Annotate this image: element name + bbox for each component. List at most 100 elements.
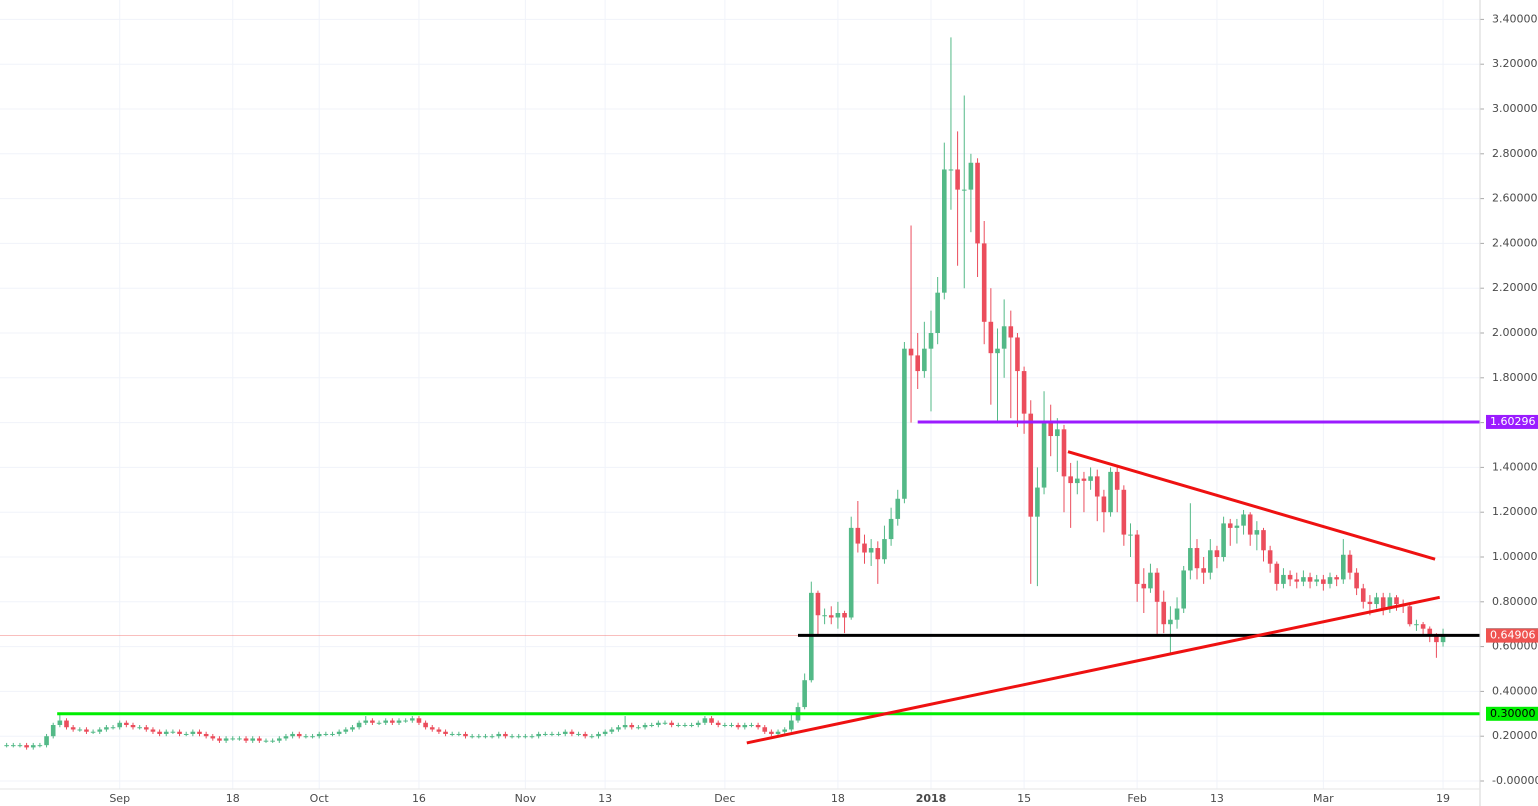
- candle-body: [935, 292, 940, 334]
- candle-body: [1274, 563, 1280, 584]
- candle-body: [223, 738, 229, 741]
- candle-body: [403, 720, 408, 722]
- candle-body: [323, 733, 329, 735]
- candle-body: [363, 720, 369, 723]
- candle-body: [370, 720, 375, 723]
- candle-body: [642, 725, 648, 728]
- candle-body: [4, 745, 9, 747]
- candle-body: [622, 725, 628, 728]
- y-tick-label: 2.40000: [1492, 236, 1538, 249]
- candle-body: [104, 727, 109, 730]
- candle-body: [729, 725, 734, 727]
- candle-body: [1021, 371, 1027, 414]
- x-tick-label: Sep: [109, 792, 130, 805]
- candle-body: [702, 718, 708, 723]
- candle-body: [1367, 601, 1373, 605]
- candle-body: [476, 736, 482, 738]
- candle-body: [303, 736, 309, 738]
- candle-body: [882, 539, 887, 560]
- candle-body: [596, 733, 601, 737]
- candle-body: [1134, 534, 1140, 584]
- candle-body: [569, 731, 575, 734]
- candle-body: [110, 727, 116, 729]
- candle-body: [1307, 577, 1313, 582]
- candle-body: [144, 727, 149, 730]
- candle-body: [1287, 574, 1293, 580]
- candle-body: [523, 736, 528, 738]
- candle-body: [1427, 628, 1433, 636]
- candle-body: [616, 727, 621, 730]
- candle-body: [310, 736, 315, 738]
- price-tag: [1486, 628, 1538, 643]
- candle-body: [316, 733, 322, 737]
- candle-body: [37, 745, 43, 747]
- candle-body: [489, 736, 495, 738]
- candle-body: [64, 720, 69, 728]
- candle-body: [1041, 422, 1047, 488]
- candle-body: [602, 731, 608, 734]
- candle-body: [1241, 514, 1246, 526]
- trend-line: [746, 595, 1441, 745]
- candle-body: [1075, 478, 1080, 484]
- candle-body: [11, 745, 16, 747]
- candle-body: [1321, 579, 1326, 584]
- plot-area: [0, 0, 1480, 789]
- candle-body: [576, 733, 581, 735]
- candle-body: [330, 733, 335, 735]
- candle-body: [296, 733, 302, 737]
- y-tick-label: 3.00000: [1492, 102, 1538, 115]
- candle-body: [416, 718, 422, 723]
- candle-body: [50, 725, 56, 737]
- candle-body: [376, 722, 382, 724]
- candle-body: [183, 733, 189, 735]
- candle-body: [948, 169, 954, 171]
- candle-body: [1301, 577, 1306, 582]
- y-tick-label: 1.20000: [1492, 505, 1538, 518]
- candle-body: [157, 731, 162, 734]
- candle-body: [1201, 568, 1206, 573]
- candle-body: [842, 613, 847, 618]
- candle-body: [396, 720, 402, 723]
- candle-body: [975, 162, 980, 244]
- candle-body: [97, 729, 103, 732]
- candle-body: [257, 738, 262, 741]
- candle-body: [483, 736, 488, 738]
- y-tick-label: 0.40000: [1492, 684, 1538, 697]
- y-tick-label: 1.80000: [1492, 371, 1538, 384]
- y-tick-label: 1.00000: [1492, 550, 1538, 563]
- candle-body: [1035, 487, 1040, 517]
- candle-body: [1281, 574, 1286, 584]
- y-tick-label: 3.20000: [1492, 57, 1538, 70]
- candle-body: [283, 736, 289, 739]
- candle-body: [589, 736, 595, 738]
- y-tick-label: 2.00000: [1492, 326, 1538, 339]
- candle-body: [649, 725, 654, 727]
- candle-body: [902, 348, 907, 499]
- candle-body: [463, 733, 468, 737]
- candle-body: [749, 725, 754, 727]
- candle-body: [1374, 597, 1379, 605]
- candle-body: [217, 738, 222, 741]
- candle-body: [343, 729, 349, 732]
- y-tick-label: -0.00000: [1492, 774, 1538, 787]
- candle-body: [915, 355, 920, 372]
- candle-body: [928, 333, 934, 349]
- trend-line: [1067, 450, 1436, 561]
- candle-body: [709, 718, 714, 723]
- candle-body: [529, 736, 535, 738]
- x-tick-label: Dec: [714, 792, 735, 805]
- candle-body: [1068, 476, 1073, 484]
- candle-body: [875, 548, 881, 560]
- candle-body: [436, 729, 442, 732]
- candle-body: [1128, 534, 1133, 536]
- candle-body: [1227, 523, 1233, 528]
- candle-body: [1214, 550, 1220, 558]
- candle-body: [543, 733, 548, 735]
- x-tick-label: 19: [1436, 792, 1450, 805]
- candle-body: [1434, 635, 1439, 643]
- x-tick-label: Mar: [1313, 792, 1334, 805]
- candle-body: [350, 727, 355, 730]
- candle-body: [762, 727, 768, 732]
- x-tick-label: 13: [598, 792, 612, 805]
